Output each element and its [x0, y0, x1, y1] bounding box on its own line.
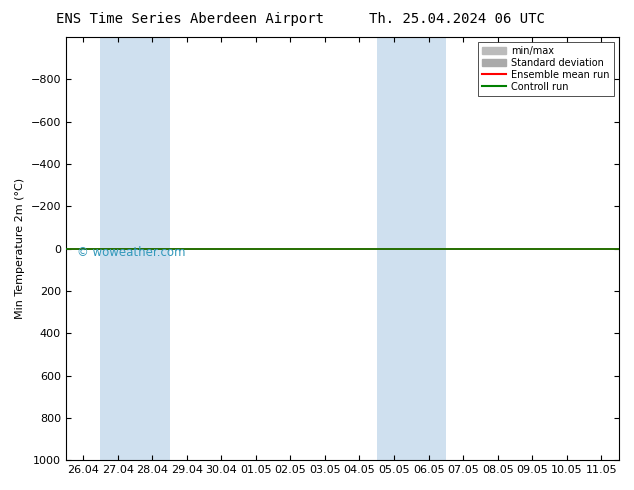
- Y-axis label: Min Temperature 2m (°C): Min Temperature 2m (°C): [15, 178, 25, 319]
- Bar: [100, 37, 169, 460]
- Text: ENS Time Series Aberdeen Airport: ENS Time Series Aberdeen Airport: [56, 12, 324, 26]
- Bar: [377, 37, 446, 460]
- Legend: min/max, Standard deviation, Ensemble mean run, Controll run: min/max, Standard deviation, Ensemble me…: [478, 42, 614, 96]
- Text: Th. 25.04.2024 06 UTC: Th. 25.04.2024 06 UTC: [368, 12, 545, 26]
- Text: © woweather.com: © woweather.com: [77, 246, 186, 260]
